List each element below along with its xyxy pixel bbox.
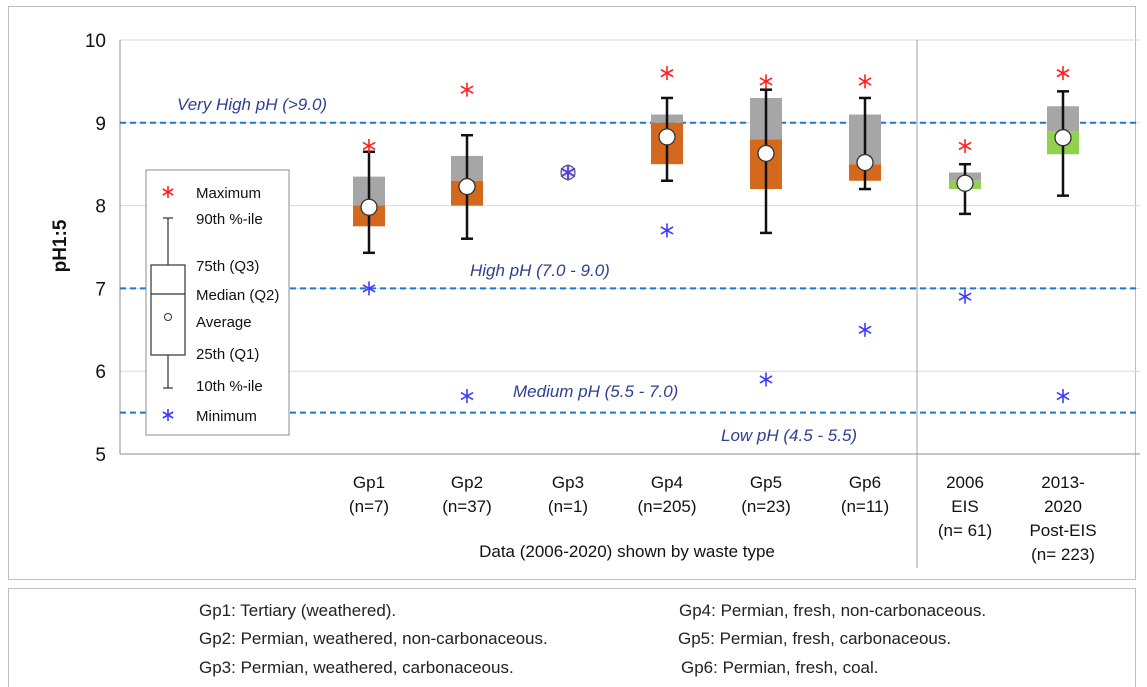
min-marker xyxy=(759,372,773,387)
average-marker xyxy=(360,198,378,216)
x-tick-label: (n=11) xyxy=(841,497,889,516)
average-marker xyxy=(757,144,775,163)
x-tick-label: Post-EIS xyxy=(1029,521,1096,540)
x-tick-label: Gp4 xyxy=(651,473,683,492)
min-marker xyxy=(560,164,576,181)
footnote-gp6: Gp6: Permian, fresh, coal. xyxy=(681,658,879,677)
x-tick-label: Gp3 xyxy=(552,473,584,492)
legend-max-marker xyxy=(162,186,174,198)
x-tick-label: (n=23) xyxy=(741,497,791,516)
x-tick-label: (n= 223) xyxy=(1031,545,1095,564)
threshold-label-3: Low pH (4.5 - 5.5) xyxy=(721,426,857,445)
legend-average-marker xyxy=(164,313,172,321)
legend-entry: 90th %-ile xyxy=(196,211,263,228)
x-tick-label: 2013- xyxy=(1041,473,1084,492)
max-marker xyxy=(1056,66,1070,81)
chart: 5 6 7 8 9 10 pH1:5 Very High pH (>9.0) High pH (… xyxy=(50,31,1140,568)
x-tick-label: 2020 xyxy=(1044,497,1082,516)
x-tick-label: (n=37) xyxy=(442,497,492,516)
threshold-label-0: Very High pH (>9.0) xyxy=(177,95,327,114)
x-tick-label: (n=1) xyxy=(548,497,588,516)
x-tick-label: Gp2 xyxy=(451,473,483,492)
legend-box-symbol xyxy=(150,264,186,356)
x-tick-label: (n=7) xyxy=(349,497,389,516)
max-marker xyxy=(460,82,474,97)
x-tick-label: (n= 61) xyxy=(938,521,992,540)
min-marker xyxy=(858,322,872,337)
legend-entry: Minimum xyxy=(196,408,257,425)
max-marker xyxy=(362,138,376,153)
y-tick-label: 7 xyxy=(95,279,106,300)
average-marker xyxy=(956,174,974,192)
x-tick-label: Gp6 xyxy=(849,473,881,492)
legend-entry: Median (Q2) xyxy=(196,287,279,304)
max-marker xyxy=(759,74,773,89)
min-marker xyxy=(1056,389,1070,404)
footnote-box: Gp1: Tertiary (weathered). Gp2: Permian,… xyxy=(8,588,1136,687)
footnote-gp1: Gp1: Tertiary (weathered). xyxy=(199,601,397,620)
min-marker xyxy=(460,389,474,404)
y-tick-label: 8 xyxy=(95,197,106,218)
legend-entry: Maximum xyxy=(196,185,261,202)
legend-entry: 25th (Q1) xyxy=(196,346,259,363)
legend-entry: Average xyxy=(196,314,252,331)
chart-frame xyxy=(8,6,1136,580)
y-tick-label: 5 xyxy=(95,445,106,466)
legend-entry: 10th %-ile xyxy=(196,378,263,395)
average-marker xyxy=(658,128,676,146)
min-marker xyxy=(362,281,376,296)
x-group-caption: Data (2006-2020) shown by waste type xyxy=(479,542,775,561)
x-tick-label: EIS xyxy=(951,497,978,516)
max-marker xyxy=(660,66,674,81)
min-marker xyxy=(958,289,972,304)
footnote-gp3: Gp3: Permian, weathered, carbonaceous. xyxy=(199,658,514,677)
threshold-label-1: High pH (7.0 - 9.0) xyxy=(470,261,610,280)
legend-min-marker xyxy=(162,409,174,421)
average-marker xyxy=(1054,129,1072,147)
average-marker xyxy=(458,177,476,196)
x-tick-label: (n=205) xyxy=(637,497,696,516)
y-tick-label: 10 xyxy=(85,31,106,52)
max-marker xyxy=(958,138,972,153)
y-axis-title: pH1:5 xyxy=(50,219,71,272)
footnote-gp2: Gp2: Permian, weathered, non-carbonaceou… xyxy=(199,629,548,648)
y-tick-label: 9 xyxy=(95,114,106,135)
legend-entry: 75th (Q3) xyxy=(196,258,259,275)
x-tick-label: Gp5 xyxy=(750,473,782,492)
min-marker xyxy=(660,223,674,238)
threshold-label-2: Medium pH (5.5 - 7.0) xyxy=(513,382,678,401)
y-tick-label: 6 xyxy=(95,362,106,383)
footnote-gp5: Gp5: Permian, fresh, carbonaceous. xyxy=(678,629,952,648)
footnote-gp4: Gp4: Permian, fresh, non-carbonaceous. xyxy=(679,601,987,620)
x-tick-label: 2006 xyxy=(946,473,984,492)
x-tick-label: Gp1 xyxy=(353,473,385,492)
average-marker xyxy=(856,153,874,172)
max-marker xyxy=(858,74,872,89)
